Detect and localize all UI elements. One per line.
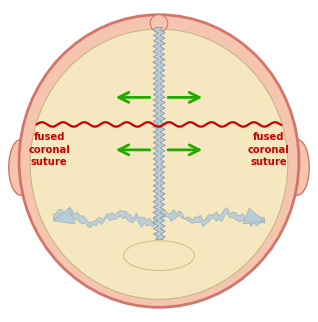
Ellipse shape — [150, 14, 168, 32]
Polygon shape — [243, 208, 265, 224]
Ellipse shape — [9, 139, 33, 195]
Ellipse shape — [30, 29, 288, 299]
Ellipse shape — [286, 139, 309, 195]
Polygon shape — [53, 208, 75, 224]
Text: fused
coronal
suture: fused coronal suture — [28, 132, 70, 167]
Polygon shape — [153, 27, 165, 239]
Ellipse shape — [19, 15, 299, 307]
Text: fused
coronal
suture: fused coronal suture — [248, 132, 290, 167]
Ellipse shape — [124, 241, 194, 270]
Polygon shape — [53, 207, 265, 228]
